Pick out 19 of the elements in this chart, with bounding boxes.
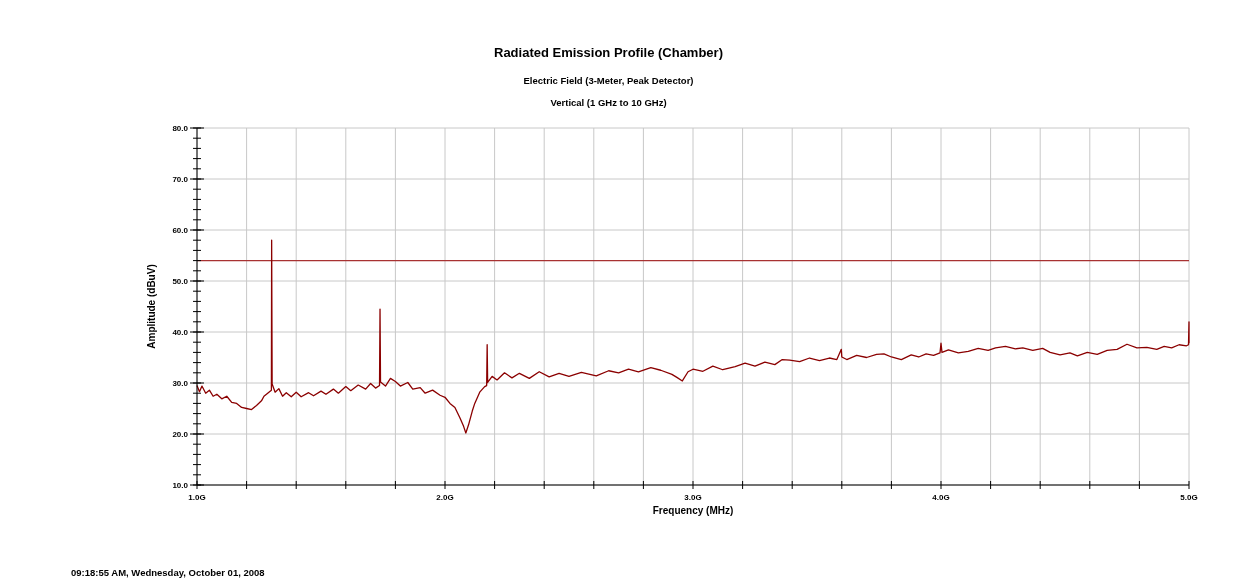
text: 09:18:55 AM, Wednesday, October 01, 2008 — [71, 567, 265, 578]
y-tick-label: 70.0 — [172, 175, 189, 184]
y-tick-label: 40.0 — [172, 328, 189, 337]
y-tick-label: 50.0 — [172, 277, 189, 286]
y-tick-label: 30.0 — [172, 379, 189, 388]
x-tick-label: 4.0G — [932, 493, 950, 502]
line-series — [196, 239, 1190, 434]
y-tick-label: 80.0 — [172, 124, 189, 133]
x-tick-label: 1.0G — [188, 493, 206, 502]
y-tick-label: 20.0 — [172, 430, 189, 439]
x-tick-label: 2.0G — [436, 493, 454, 502]
x-tick-label: 5.0G — [1180, 493, 1198, 502]
x-tick-label: 3.0G — [684, 493, 702, 502]
y-tick-label: 60.0 — [172, 226, 189, 235]
y-axis-title: Amplitude (dBuV) — [146, 264, 157, 349]
chart-subtitle: Electric Field (3-Meter, Peak Detector) Vertical (1 GHz to 10 GHz) — [523, 75, 694, 108]
chart-title: Radiated Emission Profile (Chamber) — [494, 45, 723, 60]
x-axis-title: Frequency (MHz) — [652, 505, 734, 516]
y-tick-label: 10.0 — [172, 481, 189, 490]
